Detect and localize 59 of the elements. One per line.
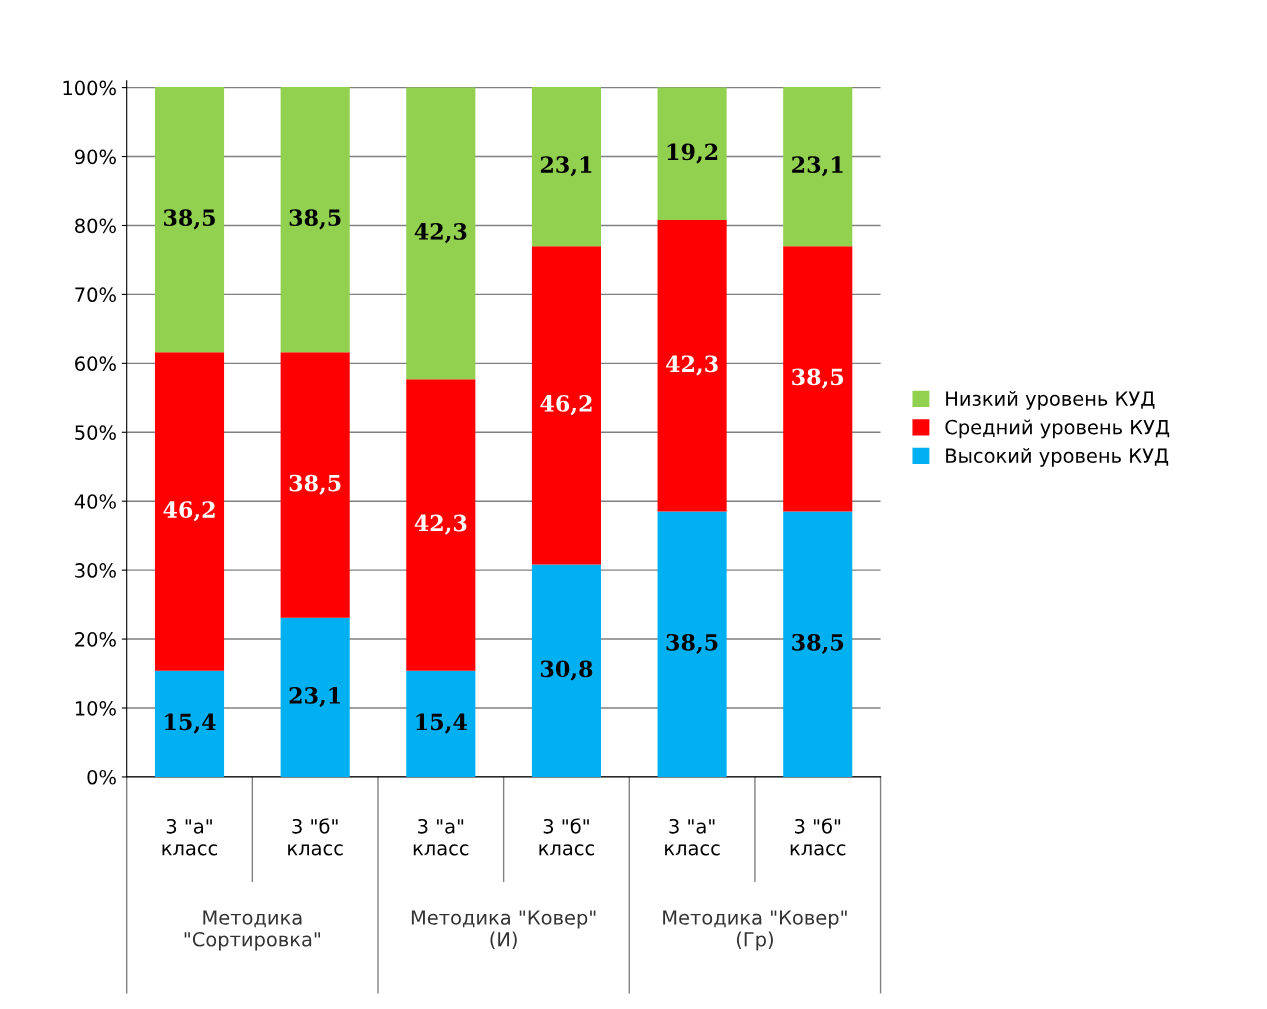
bar <box>657 511 727 777</box>
bar <box>280 352 350 618</box>
bar <box>406 87 476 380</box>
y-tick-label: 30% <box>75 563 116 578</box>
bar <box>406 670 476 777</box>
data-label: 42,3 <box>414 223 467 244</box>
data-label: 38,5 <box>289 474 341 495</box>
data-label: 15,4 <box>165 713 216 734</box>
x-tick-label: 3 "а" класс <box>162 818 218 856</box>
y-tick-label: 60% <box>75 356 116 371</box>
bar <box>154 352 225 671</box>
bar <box>280 617 350 777</box>
data-label: 38,5 <box>792 368 844 389</box>
text: Методика "Ковер" (И) <box>411 910 596 949</box>
bar <box>657 87 727 220</box>
y-tick-label: 100% <box>63 80 116 96</box>
y-tick-label: 20% <box>75 632 116 647</box>
y-tick-label: 90% <box>74 149 116 165</box>
y-tick-label: 80% <box>75 218 116 234</box>
bar <box>154 670 225 777</box>
data-label: 23,1 <box>540 156 592 177</box>
data-label: 19,2 <box>667 143 718 164</box>
bar <box>280 86 350 353</box>
bar <box>783 246 853 512</box>
data-label: 46,2 <box>163 501 215 522</box>
data-label: 38,5 <box>792 633 844 655</box>
bar <box>154 86 225 353</box>
text: Методика "Ковер" (Гр) <box>663 910 847 951</box>
y-tick-label: 0% <box>87 769 116 785</box>
data-label: 23,1 <box>289 686 341 708</box>
bar <box>783 511 853 777</box>
x-tick-label: 3 "б" класс <box>288 818 343 856</box>
bar <box>783 86 853 247</box>
y-tick-label: 70% <box>75 287 116 303</box>
bar <box>406 379 476 671</box>
x-tick-label: 3 "а" класс <box>413 818 469 856</box>
x-tick-label: 3 "а" класс <box>665 818 720 856</box>
data-label: 38,5 <box>164 209 215 230</box>
x-tick-label: 3 "б" класс <box>539 818 594 856</box>
bar <box>531 86 602 247</box>
y-tick-label: 50% <box>75 425 116 440</box>
text: Методика "Сортировка" <box>184 910 320 951</box>
y-tick-label: 40% <box>74 494 116 509</box>
bar <box>531 564 602 777</box>
data-label: 38,5 <box>289 209 341 230</box>
bar <box>531 246 602 565</box>
y-tick-label: 10% <box>75 700 116 716</box>
data-label: 42,3 <box>665 355 718 376</box>
data-label: 42,3 <box>414 514 467 535</box>
data-label: 30,8 <box>540 660 593 681</box>
legend-label: Средний уровень КУД <box>945 419 1170 439</box>
legend-label: Высокий уровень КУД <box>946 448 1169 467</box>
data-label: 38,5 <box>666 633 718 655</box>
data-label: 46,2 <box>540 395 592 416</box>
bar <box>657 219 727 512</box>
legend-label: Низкий уровень КУД <box>946 390 1155 410</box>
data-label: 15,4 <box>416 713 467 734</box>
x-tick-label: 3 "б" класс <box>790 818 846 856</box>
data-label: 23,1 <box>792 156 843 177</box>
